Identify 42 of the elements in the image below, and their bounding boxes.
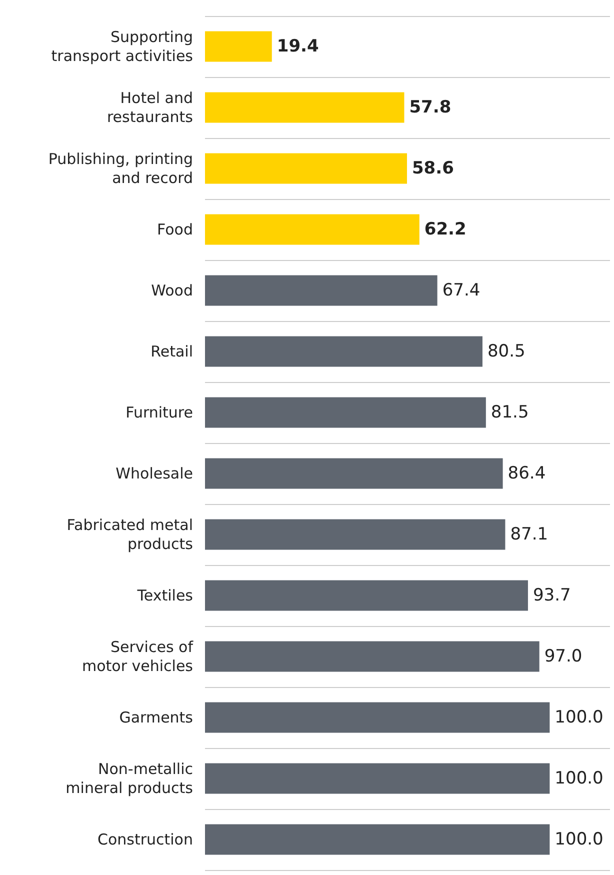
y-tick-label: Supporting transport activities: [51, 28, 194, 65]
y-tick-label: Garments: [119, 708, 194, 726]
bar: [205, 641, 540, 672]
data-label: 81.5: [490, 402, 529, 422]
y-tick-label: Hotel and restaurants: [106, 89, 194, 126]
data-label: 19.4: [276, 36, 319, 56]
y-tick-label: Wholesale: [116, 464, 193, 482]
data-label: 58.6: [412, 158, 454, 178]
data-label: 97.0: [544, 646, 582, 666]
bar: [205, 763, 550, 794]
data-label: 100.0: [554, 768, 604, 788]
bar: [205, 336, 482, 367]
data-label: 86.4: [508, 464, 546, 484]
bar: [205, 275, 438, 306]
y-tick-label: Publishing, printing and record: [48, 150, 193, 187]
y-tick-label: Retail: [150, 342, 193, 360]
bar: [205, 397, 486, 428]
y-tick-label: Fabricated metal products: [66, 516, 194, 553]
bar: [205, 92, 404, 123]
bar: [205, 519, 506, 550]
data-label: 67.4: [442, 280, 480, 300]
y-tick-label: Textiles: [136, 586, 194, 604]
bar: [205, 153, 407, 184]
data-label: 80.5: [487, 342, 526, 362]
bar: [205, 824, 550, 855]
data-label: 57.8: [409, 98, 452, 118]
data-label: 62.2: [424, 220, 466, 240]
y-tick-label: Furniture: [126, 404, 193, 422]
data-label: 100.0: [554, 708, 604, 728]
y-tick-label: Services of motor vehicles: [82, 638, 194, 675]
bar: [205, 580, 528, 611]
data-label: 100.0: [554, 830, 604, 850]
y-tick-label: Construction: [97, 830, 193, 848]
data-label: 93.7: [532, 586, 571, 606]
y-tick-label: Non-metallic mineral products: [66, 760, 194, 797]
bar: [205, 458, 503, 489]
bar: [205, 702, 550, 733]
data-label: 87.1: [510, 524, 548, 544]
bar: [205, 214, 420, 245]
y-tick-label: Wood: [151, 282, 193, 300]
bar: [205, 31, 272, 62]
y-tick-label: Food: [157, 220, 193, 238]
